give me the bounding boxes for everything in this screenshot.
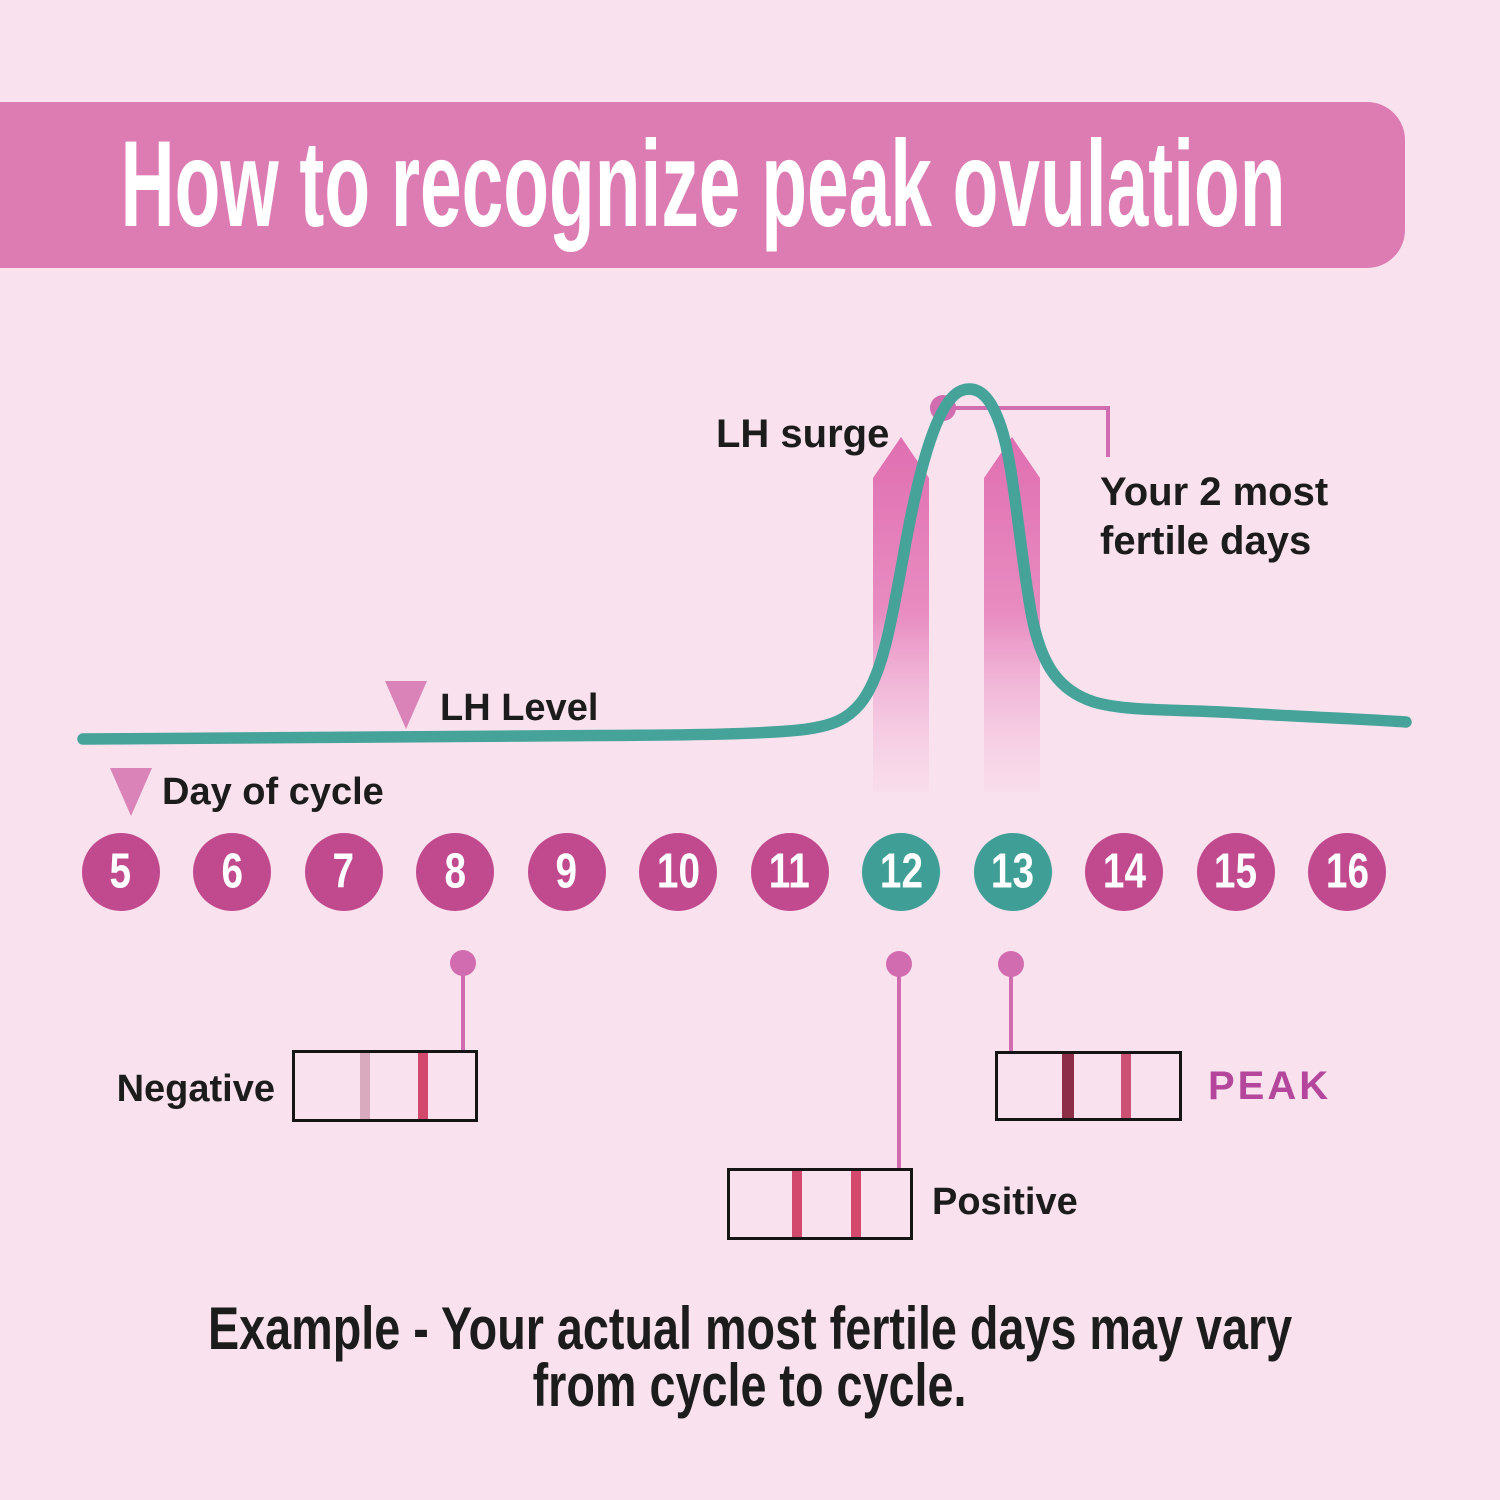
positive-test-line (792, 1171, 802, 1237)
peak-control-line (1121, 1054, 1131, 1118)
day-circle-11: 11 (750, 833, 829, 911)
day-circle-14: 14 (1085, 833, 1163, 911)
day12-dot-icon (886, 951, 912, 977)
lh-surge-label: LH surge (716, 412, 890, 456)
day-number: 13 (990, 844, 1035, 899)
day-number: 10 (656, 844, 700, 899)
lh-level-label: LH Level (440, 687, 599, 729)
positive-test-label: Positive (932, 1181, 1078, 1223)
footer-line1: Example - Your actual most fertile days … (207, 1295, 1293, 1363)
day-circle-12: 12 (862, 833, 940, 911)
day-number: 11 (769, 844, 810, 899)
footer-line2: from cycle to cycle. (533, 1352, 967, 1420)
title-banner: How to recognize peak ovulation (0, 102, 1405, 268)
day8-dot-icon (450, 950, 476, 976)
peak-test-line (1062, 1054, 1074, 1118)
day-number: 15 (1213, 844, 1258, 899)
day-number: 9 (555, 844, 578, 899)
day-circle-15: 15 (1196, 833, 1275, 911)
positive-test-strip (727, 1168, 913, 1240)
day13-dot-icon (998, 951, 1024, 977)
negative-faint-test-line (360, 1053, 370, 1119)
day-circle-16: 16 (1308, 833, 1386, 911)
fertile-days-label-line1: Your 2 most (1100, 470, 1329, 514)
fertile-day-arrow-12 (873, 437, 929, 792)
fertile-days-label: Your 2 most fertile days (1100, 468, 1328, 566)
day-number: 7 (332, 844, 355, 899)
day-circle-8: 8 (416, 833, 494, 911)
day-circle-9: 9 (527, 833, 606, 911)
day-circle-6: 6 (193, 833, 271, 911)
lh-level-curve (77, 383, 1412, 745)
peak-test-label: PEAK (1208, 1064, 1332, 1108)
lh-surge-connector-line (943, 406, 1110, 457)
day-number: 14 (1102, 844, 1146, 899)
day-number: 16 (1325, 844, 1369, 899)
day-number: 12 (879, 844, 923, 899)
day-number: 6 (221, 844, 243, 899)
positive-control-line (851, 1171, 861, 1237)
negative-test-strip (292, 1050, 478, 1122)
fertile-day-arrow-13 (984, 437, 1040, 792)
day-number: 5 (109, 844, 132, 899)
fertile-days-label-line2: fertile days (1100, 519, 1312, 563)
day-circle-10: 10 (639, 833, 717, 911)
negative-control-line (418, 1053, 428, 1119)
day-circle-5: 5 (81, 833, 160, 911)
lh-level-marker-icon (385, 681, 427, 729)
day-circle-7: 7 (304, 833, 383, 911)
footer-note: Example - Your actual most fertile days … (0, 1295, 1500, 1420)
negative-test-label: Negative (116, 1068, 275, 1110)
day-of-cycle-marker-icon (110, 768, 152, 816)
day-circle-13: 13 (973, 833, 1052, 911)
page-title: How to recognize peak ovulation (120, 115, 1285, 253)
peak-test-strip (995, 1051, 1182, 1121)
day-of-cycle-label: Day of cycle (162, 771, 384, 813)
day-number: 8 (444, 844, 466, 899)
